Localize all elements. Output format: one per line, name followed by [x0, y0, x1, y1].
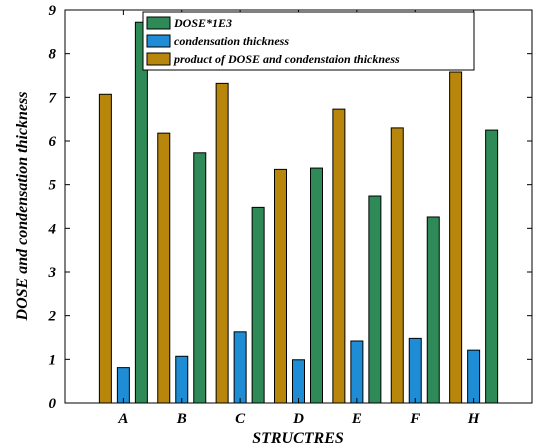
legend-label: product of DOSE and condenstaion thickne…	[173, 52, 400, 66]
bar-C-series-1	[233, 331, 247, 404]
x-tick-label: C	[235, 411, 246, 427]
y-tick-label: 6	[49, 134, 57, 150]
legend-swatch	[146, 16, 171, 30]
x-tick-label: B	[176, 411, 187, 427]
bar-F-series-0	[390, 127, 404, 404]
bar-F-series-2	[426, 216, 440, 404]
legend-label: condensation thickness	[174, 34, 289, 48]
bar-H-series-0	[449, 71, 463, 404]
y-tick-label: 8	[49, 47, 57, 63]
bar-D-series-2	[310, 167, 323, 404]
legend-swatch	[146, 34, 171, 48]
bar-D-series-0	[274, 168, 287, 404]
bars-layer	[98, 21, 499, 404]
bar-A-series-1	[116, 367, 130, 404]
bar-H-series-1	[467, 349, 481, 404]
bar-D-series-1	[292, 359, 305, 404]
bar-C-series-2	[251, 206, 265, 404]
bar-F-series-1	[408, 337, 422, 404]
y-tick-label: 5	[49, 178, 57, 194]
bar-E-series-2	[368, 195, 382, 404]
bar-E-series-0	[332, 108, 346, 404]
bar-B-series-2	[193, 152, 207, 404]
legend: DOSE*1E3 condensation thickness product of…	[142, 11, 475, 71]
y-tick-label: 1	[49, 352, 57, 368]
y-axis: 0 1 2 3 4 5 6 7 8 9	[48, 3, 532, 412]
y-tick-label: 7	[49, 90, 57, 106]
x-tick-label: E	[351, 411, 362, 427]
bar-C-series-0	[215, 82, 229, 404]
x-tick-label: H	[467, 411, 481, 427]
bar-A-series-0	[98, 93, 112, 404]
legend-label: DOSE*1E3	[173, 16, 232, 30]
bar-B-series-1	[175, 355, 189, 404]
y-tick-label: 9	[49, 3, 57, 19]
x-tick-label: D	[292, 411, 304, 427]
bar-E-series-1	[350, 340, 364, 404]
x-tick-label: F	[409, 411, 420, 427]
legend-swatch	[146, 52, 171, 66]
y-tick-label: 2	[48, 309, 57, 325]
y-tick-label: 4	[48, 221, 57, 237]
x-axis-title: STRUCTRES	[252, 430, 344, 447]
bar-B-series-0	[157, 132, 171, 404]
y-tick-label: 3	[48, 265, 57, 281]
y-axis-title: DOSE and condensation thickness	[14, 92, 31, 322]
x-tick-label: A	[117, 411, 128, 427]
bar-A-series-2	[134, 21, 148, 404]
legend-box	[142, 11, 475, 71]
bar-H-series-2	[485, 129, 499, 404]
y-tick-label: 0	[49, 396, 57, 412]
